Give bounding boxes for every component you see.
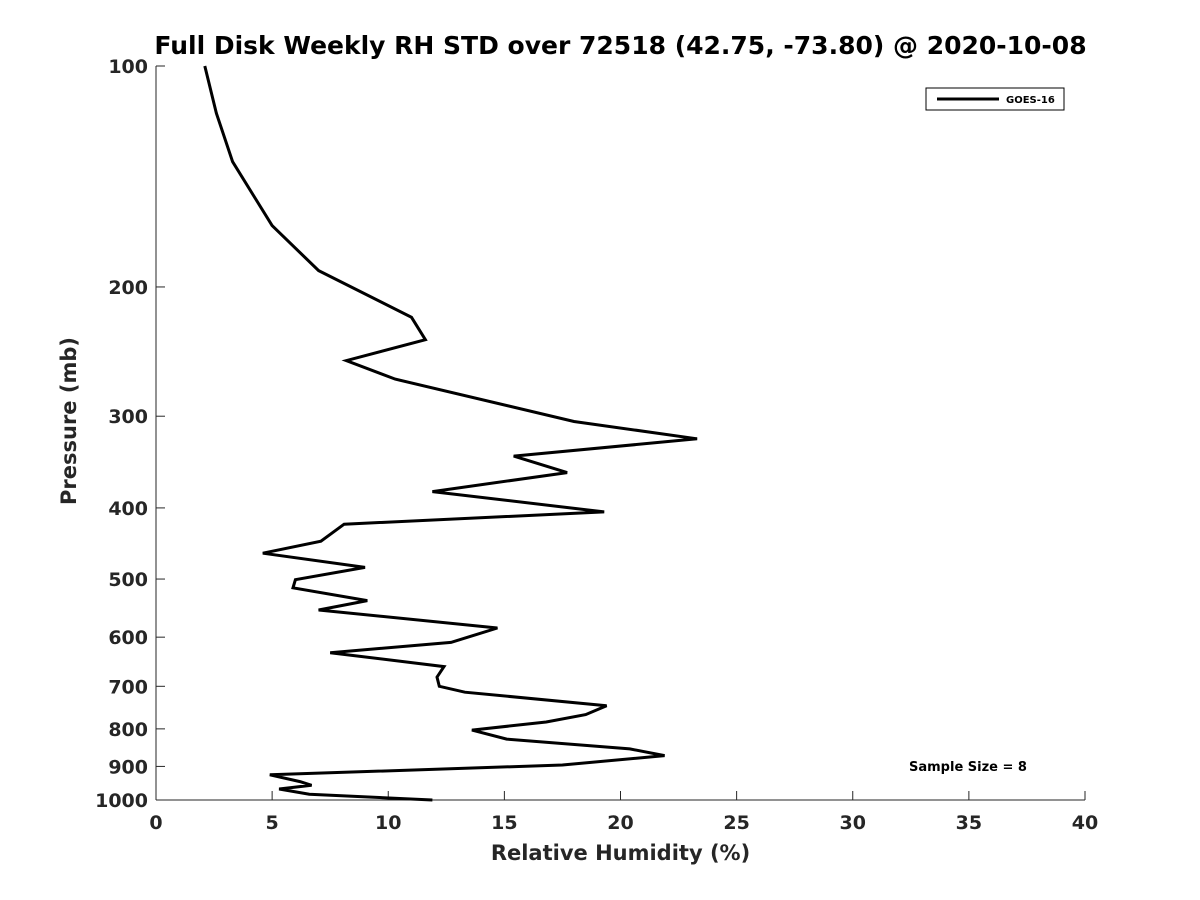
y-tick-label: 600 <box>108 627 148 649</box>
x-tick-label: 20 <box>607 812 633 834</box>
y-tick-label: 200 <box>108 277 148 299</box>
x-tick-label: 15 <box>491 812 517 834</box>
x-axis-label: Relative Humidity (%) <box>491 841 750 865</box>
y-tick-label: 700 <box>108 676 148 698</box>
y-tick-label: 800 <box>108 719 148 741</box>
y-tick-label: 500 <box>108 569 148 591</box>
y-tick-label: 400 <box>108 498 148 520</box>
x-axis-ticks: 0 5 10 15 20 25 30 35 40 <box>149 791 1098 834</box>
x-tick-label: 0 <box>149 812 162 834</box>
y-axis-label: Pressure (mb) <box>57 337 81 505</box>
x-tick-label: 30 <box>840 812 866 834</box>
x-tick-label: 40 <box>1072 812 1098 834</box>
x-tick-label: 10 <box>375 812 401 834</box>
series-group <box>203 65 698 802</box>
y-tick-label: 1000 <box>95 790 148 812</box>
legend: GOES-16 <box>925 87 1065 111</box>
sample-size-annotation: Sample Size = 8 <box>909 760 1027 775</box>
plot-axes <box>155 66 1085 801</box>
series-line-goes-16 <box>203 65 698 802</box>
y-tick-label: 100 <box>108 56 148 78</box>
y-axis-ticks: 100 200 300 400 500 600 700 800 900 1000 <box>95 56 165 812</box>
x-tick-label: 5 <box>266 812 279 834</box>
y-tick-label: 300 <box>108 406 148 428</box>
x-tick-label: 35 <box>956 812 982 834</box>
chart-title: Full Disk Weekly RH STD over 72518 (42.7… <box>154 31 1086 60</box>
y-tick-label: 900 <box>108 756 148 778</box>
legend-label-goes-16: GOES-16 <box>1006 95 1055 106</box>
x-tick-label: 25 <box>723 812 749 834</box>
